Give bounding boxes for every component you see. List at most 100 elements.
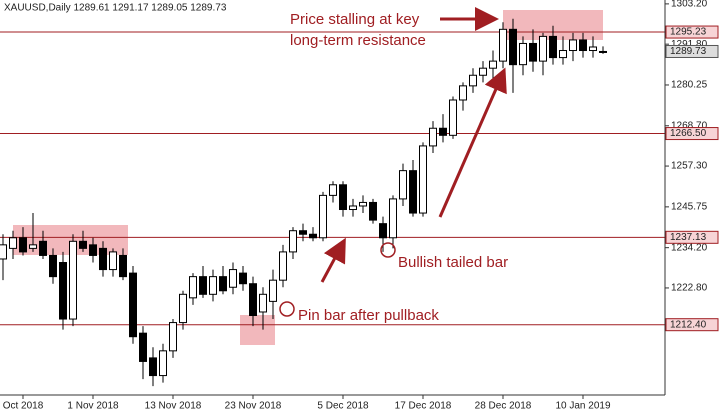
candle-body — [39, 240, 47, 256]
x-tick-label: 5 Dec 2018 — [317, 401, 369, 411]
candle-body — [599, 50, 607, 53]
candle-body — [529, 42, 537, 62]
candle-body — [339, 184, 347, 211]
candle-body — [479, 67, 487, 76]
x-tick-label: 13 Nov 2018 — [145, 401, 202, 411]
level-label-box — [665, 230, 719, 244]
level-label-box — [665, 318, 719, 332]
annotation: long-term resistance — [290, 32, 426, 49]
level-label-box — [665, 25, 719, 39]
candle-body — [149, 357, 157, 377]
y-tick-label: 1291.80 — [671, 39, 708, 50]
marker-circle — [279, 301, 295, 317]
y-tick-label: 1268.70 — [671, 120, 708, 131]
candle-body — [439, 127, 447, 136]
candle-body — [29, 244, 37, 249]
candle-body — [289, 230, 297, 253]
candle-body — [499, 28, 507, 62]
candle-body — [69, 240, 77, 320]
candle-body — [589, 46, 597, 52]
y-tick-label: 1245.75 — [671, 202, 708, 213]
candle-body — [219, 276, 227, 292]
candle-body — [459, 85, 467, 101]
candle-body — [359, 201, 367, 207]
candle-body — [309, 233, 317, 239]
annotation: Price stalling at key — [290, 11, 420, 28]
candle-body — [429, 127, 437, 147]
x-tick-label: 10 Jan 2019 — [555, 401, 610, 411]
candle-body — [159, 350, 167, 377]
highlight-box — [240, 315, 275, 345]
candle-body — [269, 279, 277, 302]
x-tick-label: Oct 2018 — [3, 401, 44, 411]
level-label: 1295.23 — [670, 27, 707, 38]
level-label: 1266.50 — [670, 128, 707, 139]
header: XAUUSD,Daily 1289.61 1291.17 1289.05 128… — [4, 3, 227, 14]
candle-body — [509, 28, 517, 66]
level-label: 1237.13 — [670, 232, 707, 243]
candle-body — [549, 35, 557, 59]
candle-body — [539, 35, 547, 62]
candle-body — [119, 254, 127, 278]
candle-body — [19, 237, 27, 253]
candle-body — [399, 170, 407, 200]
y-tick-label: 1257.30 — [671, 161, 708, 172]
candle-body — [0, 244, 7, 260]
annotation: Pin bar after pullback — [298, 307, 439, 324]
candle-body — [409, 170, 417, 214]
arrow — [320, 237, 346, 283]
candle-body — [169, 322, 177, 352]
candle-body — [469, 74, 477, 87]
candle-body — [519, 42, 527, 66]
x-tick-label: 28 Dec 2018 — [475, 401, 532, 411]
candle-body — [199, 276, 207, 295]
candle-body — [449, 99, 457, 136]
candle-body — [389, 198, 397, 239]
candle-body — [569, 39, 577, 52]
candle-body — [49, 254, 57, 278]
candle-body — [59, 262, 67, 320]
candle-body — [369, 201, 377, 221]
y-tick-label: 1222.80 — [671, 283, 708, 294]
candle-body — [419, 145, 427, 214]
candle-body — [9, 237, 17, 249]
candle-body — [179, 293, 187, 324]
candle-body — [129, 272, 137, 338]
candle-body — [209, 276, 217, 295]
candle-body — [299, 230, 307, 235]
level-label: 1212.40 — [670, 319, 707, 330]
last-price-box — [665, 44, 719, 58]
annotation: Bullish tailed bar — [398, 254, 508, 271]
candle-body — [189, 276, 197, 299]
x-tick-label: 23 Nov 2018 — [225, 401, 282, 411]
candle-body — [259, 293, 267, 313]
y-tick-label: 1303.20 — [671, 0, 708, 10]
candle-body — [109, 251, 117, 271]
x-tick-label: 1 Nov 2018 — [67, 401, 119, 411]
y-tick-label: 1280.25 — [671, 80, 708, 91]
candle-body — [579, 39, 587, 52]
last-price-label: 1289.73 — [670, 46, 707, 57]
candle-body — [559, 50, 567, 59]
candle-body — [239, 272, 247, 285]
level-label-box — [665, 127, 719, 141]
candle-body — [489, 60, 497, 69]
plot — [0, 18, 665, 387]
candle-body — [349, 205, 357, 211]
candle-body — [89, 244, 97, 256]
y-tick-label: 1234.20 — [671, 242, 708, 253]
candle-body — [249, 283, 257, 317]
candle-body — [329, 184, 337, 196]
arrow — [438, 67, 507, 218]
marker-circle — [380, 242, 396, 258]
candle-body — [99, 247, 107, 271]
candle-body — [319, 194, 327, 239]
candle-body — [139, 332, 147, 362]
candle-body — [379, 223, 387, 239]
candle-body — [279, 251, 287, 281]
candle-body — [229, 269, 237, 288]
x-tick-label: 17 Dec 2018 — [395, 401, 452, 411]
candle-body — [79, 240, 87, 249]
